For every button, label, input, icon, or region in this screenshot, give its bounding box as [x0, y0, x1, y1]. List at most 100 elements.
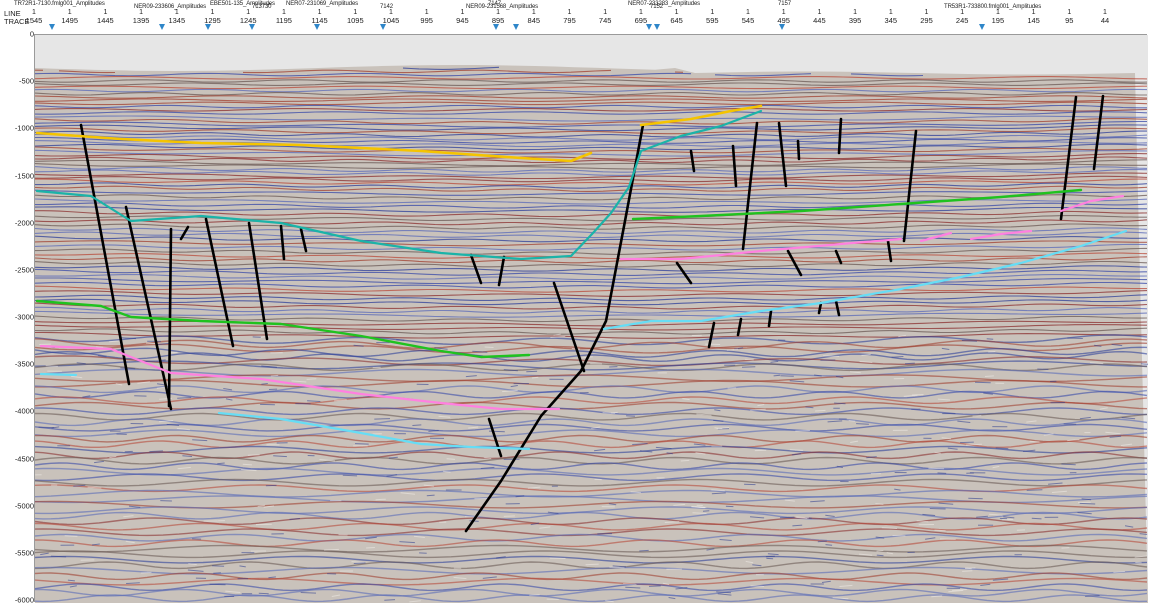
intersection-marker-icon — [49, 24, 55, 30]
fault-line[interactable] — [707, 321, 716, 349]
line-number: 1 — [317, 9, 322, 16]
line-number: 1 — [281, 9, 286, 16]
pink-horizon[interactable] — [969, 229, 1033, 241]
trace-tick-label: 945 — [456, 16, 469, 25]
fault-line[interactable] — [902, 129, 918, 243]
line-number: 1 — [1031, 9, 1036, 16]
fault-line[interactable] — [1092, 94, 1105, 171]
intersection-marker-icon — [979, 24, 985, 30]
green-horizon[interactable] — [631, 188, 1083, 221]
fault-line[interactable] — [834, 299, 841, 317]
cyan-horizon[interactable] — [602, 229, 1128, 331]
intersection-marker-icon — [205, 24, 211, 30]
depth-tick-label: -4000 — [14, 406, 34, 416]
line-number: 1 — [567, 9, 572, 16]
fault-line[interactable] — [736, 317, 743, 337]
line-row-label: LINE — [4, 9, 21, 18]
line-number: 1 — [67, 9, 72, 16]
line-number: 1 — [638, 9, 643, 16]
line-number: 1 — [424, 9, 429, 16]
trace-tick-label: 545 — [741, 16, 755, 25]
fault-line[interactable] — [1059, 95, 1078, 221]
line-number: 1 — [746, 9, 750, 16]
fault-line[interactable] — [279, 224, 286, 261]
trace-tick-label: 1045 — [382, 16, 400, 25]
intersection-label: 7157 — [778, 1, 791, 7]
intersection-marker-icon — [513, 24, 519, 30]
fault-line[interactable] — [777, 121, 788, 188]
trace-tick-label: 445 — [813, 16, 826, 25]
pink-horizon[interactable] — [1059, 194, 1125, 213]
trace-tick-label: 195 — [991, 16, 1005, 25]
pink-horizon[interactable] — [619, 237, 903, 261]
fault-line[interactable] — [469, 253, 483, 285]
depth-tick-label: -2000 — [14, 218, 34, 228]
fault-line[interactable] — [834, 249, 843, 265]
pink-horizon[interactable] — [39, 344, 561, 411]
trace-tick-label: 1095 — [346, 16, 364, 25]
line-number: 1 — [531, 9, 536, 16]
depth-tick-label: 0 — [29, 29, 34, 39]
intersection-marker-icon — [654, 24, 660, 30]
trace-ruler: LINE TRACE 1 1545 1 1495 1 1445 1 1395 1 1345 1 1295 1… — [0, 0, 1155, 34]
trace-tick-label: 1395 — [132, 16, 150, 25]
fault-line[interactable] — [247, 221, 269, 341]
horizon-picks — [35, 104, 1128, 451]
intersection-marker-icon — [159, 24, 165, 30]
trace-tick-label: 1245 — [239, 16, 257, 25]
trace-tick-label: 44 — [1100, 16, 1110, 25]
cyan-horizon[interactable] — [39, 372, 78, 377]
line-number: 1 — [817, 9, 822, 16]
line-number: 1 — [1103, 9, 1107, 16]
trace-row-label: TRACE — [4, 17, 30, 26]
fault-line[interactable] — [552, 281, 586, 373]
fault-line[interactable] — [796, 139, 801, 161]
line-number: 1 — [174, 9, 179, 16]
line-number: 1 — [603, 9, 608, 16]
intersection-label: NER07-231069_Amplitudes — [286, 1, 359, 7]
depth-tick-label: -3000 — [14, 312, 34, 322]
intersection-label: 7142 — [380, 4, 393, 10]
fault-line[interactable] — [886, 239, 893, 263]
depth-axis: 0 -500 -1000 -1500 -2000 -2500 -3000 -3500 -4000… — [0, 0, 34, 613]
fault-line[interactable] — [837, 117, 843, 155]
trace-tick-label: 1145 — [311, 16, 328, 25]
yellow-horizon[interactable] — [639, 104, 763, 127]
intersection-label: NER09-231568_Amplitudes — [466, 4, 539, 10]
trace-tick-label: 895 — [491, 16, 505, 25]
depth-tick-label: -6000 — [14, 595, 34, 605]
seismic-section[interactable] — [35, 35, 1148, 603]
fault-line[interactable] — [299, 227, 308, 253]
fault-line[interactable] — [79, 123, 131, 386]
fault-line[interactable] — [817, 301, 823, 315]
intersection-label: 7152 — [650, 4, 663, 10]
green-horizon[interactable] — [35, 299, 531, 359]
trace-tick-label: 395 — [848, 16, 862, 25]
fault-line[interactable] — [487, 417, 503, 458]
trace-tick-label: 1345 — [168, 16, 186, 25]
seismic-section-panel[interactable] — [34, 34, 1148, 603]
trace-tick-label: 1445 — [97, 16, 114, 25]
trace-tick-label: 345 — [884, 16, 898, 25]
line-number: 1 — [353, 9, 358, 16]
intersection-label: TR53R1-733800.fmlg001_Amplitudes — [944, 4, 1042, 10]
fault-line[interactable] — [675, 261, 693, 285]
fault-lines — [79, 94, 1105, 533]
fault-line[interactable] — [741, 121, 759, 251]
pink-horizon[interactable] — [919, 231, 953, 243]
fault-line[interactable] — [786, 249, 803, 277]
fault-line[interactable] — [167, 227, 173, 408]
fault-line[interactable] — [204, 217, 235, 348]
line-number: 1 — [995, 9, 1000, 16]
fault-line[interactable] — [689, 149, 696, 173]
trace-tick-label: 245 — [955, 16, 969, 25]
fault-line[interactable] — [179, 225, 190, 241]
fault-line[interactable] — [767, 309, 773, 328]
teal-horizon[interactable] — [35, 109, 763, 261]
cyan-horizon[interactable] — [217, 411, 531, 451]
yellow-horizon[interactable] — [35, 131, 593, 163]
fault-line[interactable] — [124, 205, 173, 411]
fault-line[interactable] — [497, 255, 506, 287]
fault-line[interactable] — [464, 123, 645, 533]
fault-line[interactable] — [731, 144, 738, 188]
